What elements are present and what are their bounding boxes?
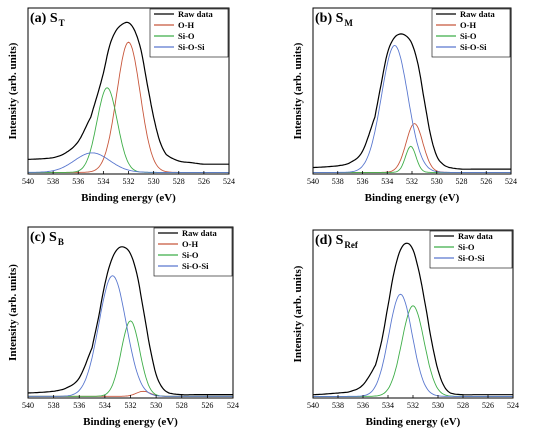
panel-title: (b) S: [315, 11, 344, 26]
x-tick-label: 538: [48, 401, 60, 410]
y-axis-label: Intensity (arb. units): [292, 42, 304, 139]
x-tick-label: 538: [47, 177, 59, 186]
x-tick-label: 534: [97, 177, 109, 186]
series-line-raw-data: [313, 242, 513, 396]
legend-label: O-H: [178, 20, 194, 30]
x-tick-label: 536: [357, 177, 369, 186]
series-line-si-o-si: [28, 275, 233, 397]
x-tick-label: 530: [148, 177, 160, 186]
x-tick-label: 524: [505, 177, 517, 186]
x-tick-label: 534: [382, 401, 394, 410]
x-tick-label: 536: [72, 177, 84, 186]
series-line-raw-data: [27, 21, 229, 165]
x-tick-label: 524: [223, 177, 235, 186]
x-axis-label: Binding energy (eV): [83, 416, 178, 428]
series-line-si-o: [313, 145, 511, 173]
x-tick-label: 536: [357, 401, 369, 410]
x-tick-label: 532: [407, 401, 419, 410]
series-line-si-o: [313, 305, 513, 397]
y-axis-label: Intensity (arb. units): [7, 264, 19, 361]
x-tick-label: 526: [201, 401, 213, 410]
legend-label: Raw data: [178, 9, 213, 19]
x-tick-label: 526: [198, 177, 210, 186]
legend-box: [431, 8, 511, 58]
legend-box: [153, 227, 233, 277]
x-tick-label: 528: [456, 177, 468, 186]
series-line-si-o-si: [313, 293, 513, 397]
panel-title-subscript: T: [59, 18, 65, 28]
legend-box: [149, 8, 229, 58]
legend-label: Si-O-Si: [460, 42, 487, 52]
y-axis-label: Intensity (arb. units): [7, 42, 19, 139]
x-axis-label: Binding energy (eV): [365, 192, 460, 204]
legend-label: O-H: [460, 20, 476, 30]
x-tick-label: 530: [150, 401, 162, 410]
legend-label: Si-O-Si: [178, 42, 205, 52]
x-tick-label: 536: [73, 401, 85, 410]
legend-label: Si-O: [182, 250, 199, 260]
x-tick-label: 534: [381, 177, 393, 186]
panel-title-subscript: M: [344, 18, 353, 28]
series-line-si-o: [28, 87, 229, 173]
series-line-raw-data: [313, 33, 511, 170]
chart-panel-b: Intensity (arb. units) 540 538 536 534 532 530…: [7, 226, 239, 428]
x-tick-label: 532: [125, 401, 137, 410]
legend-label: Si-O: [460, 31, 477, 41]
x-tick-label: 526: [482, 401, 494, 410]
legend-box: [429, 230, 513, 269]
x-tick-label: 530: [432, 401, 444, 410]
x-tick-label: 524: [227, 401, 239, 410]
x-axis-label: Binding energy (eV): [81, 192, 176, 204]
panel-title: (d) S: [315, 233, 344, 248]
x-tick-label: 534: [99, 401, 111, 410]
legend-label: O-H: [182, 239, 198, 249]
chart-panel-t: Intensity (arb. units) 540 538 536 534 532 530…: [7, 7, 235, 204]
x-tick-label: 528: [457, 401, 469, 410]
panel-title: (c) S: [30, 230, 57, 245]
x-tick-label: 532: [406, 177, 418, 186]
series-line-o-h: [28, 41, 229, 173]
legend-label: Si-O-Si: [182, 261, 209, 271]
legend-label: Si-O-Si: [458, 253, 485, 263]
series-line-si-o-si: [28, 152, 229, 173]
legend-label: Raw data: [182, 228, 217, 238]
x-tick-label: 530: [431, 177, 443, 186]
x-tick-label: 538: [332, 401, 344, 410]
panel-title: (a) S: [30, 11, 58, 26]
legend-label: Raw data: [458, 231, 493, 241]
panel-title-subscript: Ref: [344, 240, 358, 250]
legend-label: Si-O: [178, 31, 195, 41]
x-axis-label: Binding energy (eV): [366, 416, 461, 428]
legend-label: Si-O: [458, 242, 475, 252]
x-tick-label: 540: [307, 177, 319, 186]
x-tick-label: 540: [22, 177, 34, 186]
x-tick-label: 528: [173, 177, 185, 186]
series-line-raw-data: [27, 246, 233, 396]
x-tick-label: 528: [176, 401, 188, 410]
chart-panel-m: Intensity (arb. units) 540 538 536 534 532 530…: [292, 7, 517, 204]
panel-title-subscript: B: [58, 237, 64, 247]
y-axis-label: Intensity (arb. units): [292, 265, 304, 362]
x-tick-label: 526: [480, 177, 492, 186]
x-tick-label: 538: [332, 177, 344, 186]
series-line-si-o: [28, 320, 233, 397]
series-line-si-o-si: [313, 45, 511, 173]
x-tick-label: 540: [307, 401, 319, 410]
x-tick-label: 524: [507, 401, 519, 410]
chart-panel-ref: Intensity (arb. units) 540 538 536 534 532 530…: [292, 229, 519, 428]
x-tick-label: 540: [22, 401, 34, 410]
legend-label: Raw data: [460, 9, 495, 19]
x-tick-label: 532: [123, 177, 135, 186]
